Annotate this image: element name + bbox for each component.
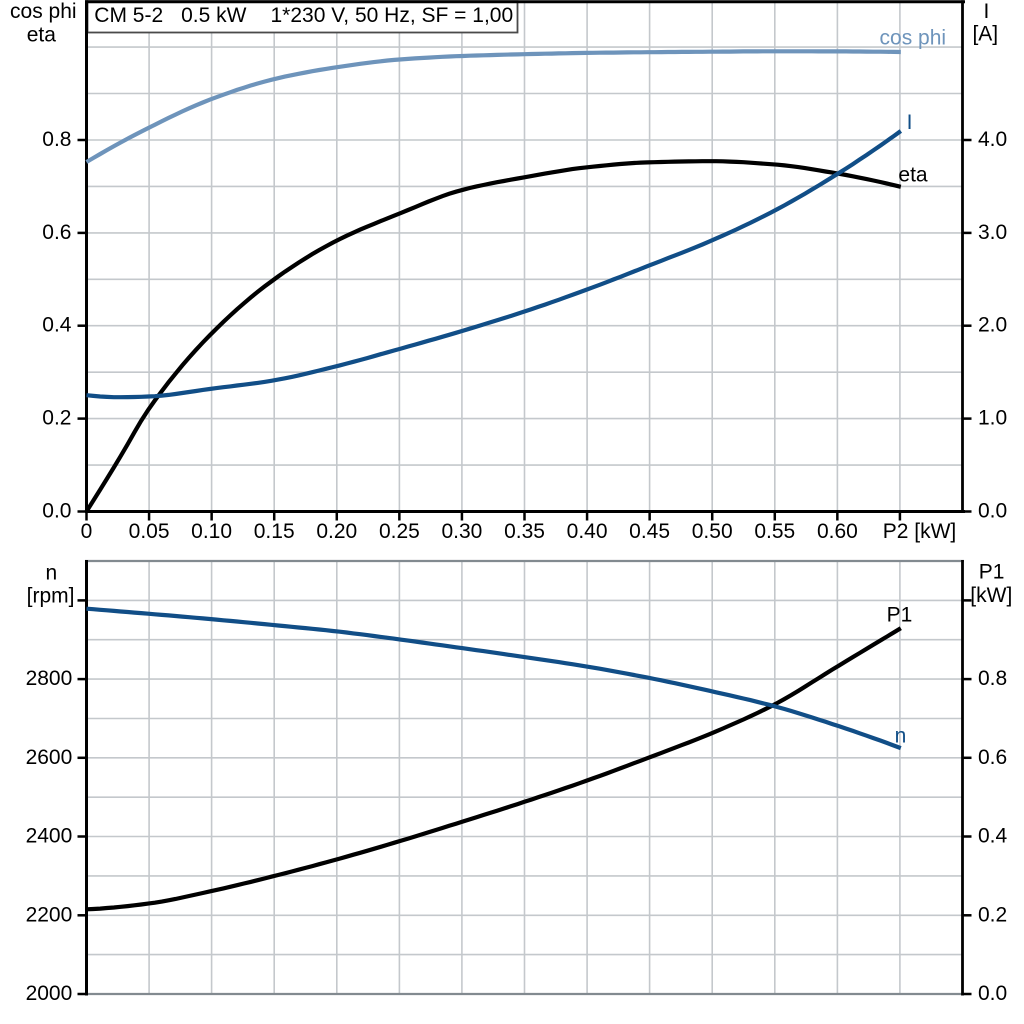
svg-text:0.60: 0.60 [817,520,858,543]
svg-text:0: 0 [81,520,93,543]
svg-text:0.2: 0.2 [978,903,1007,926]
svg-text:0.4: 0.4 [42,314,72,337]
svg-text:0.40: 0.40 [567,520,608,543]
svg-text:P1: P1 [979,561,1005,584]
svg-text:2000: 2000 [26,982,73,1005]
svg-text:0.6: 0.6 [978,746,1007,769]
svg-text:0.0: 0.0 [978,982,1007,1005]
svg-text:3.0: 3.0 [978,221,1007,244]
svg-text:2600: 2600 [26,746,73,769]
svg-text:0.05: 0.05 [129,520,170,543]
svg-text:0.4: 0.4 [978,825,1008,848]
svg-text:P2 [kW]: P2 [kW] [883,520,957,543]
svg-text:0.45: 0.45 [629,520,670,543]
svg-text:0.30: 0.30 [441,520,482,543]
svg-text:0.50: 0.50 [692,520,733,543]
svg-text:2200: 2200 [26,903,73,926]
svg-text:4.0: 4.0 [978,128,1007,151]
svg-text:0.8: 0.8 [978,667,1007,690]
svg-text:n: n [895,725,907,748]
svg-text:0.6: 0.6 [42,221,71,244]
svg-text:0.20: 0.20 [316,520,357,543]
svg-text:2400: 2400 [26,825,73,848]
svg-text:2.0: 2.0 [978,314,1007,337]
svg-text:I: I [907,111,913,134]
svg-text:0.15: 0.15 [254,520,295,543]
svg-text:0.0: 0.0 [978,500,1007,523]
svg-text:0.25: 0.25 [379,520,420,543]
svg-text:0.55: 0.55 [754,520,795,543]
svg-text:P1: P1 [887,604,913,627]
svg-text:CM 5-2: CM 5-2 [94,4,163,27]
svg-text:1*230 V, 50 Hz, SF = 1,00: 1*230 V, 50 Hz, SF = 1,00 [271,4,514,27]
svg-text:cos phi: cos phi [10,0,77,23]
svg-text:cos phi: cos phi [880,27,947,50]
svg-text:0.5 kW: 0.5 kW [181,4,247,27]
svg-text:0.0: 0.0 [42,500,71,523]
svg-text:2800: 2800 [26,667,73,690]
svg-text:eta: eta [898,164,928,187]
svg-text:eta: eta [27,24,57,47]
svg-text:[A]: [A] [972,22,998,45]
svg-text:[kW]: [kW] [970,584,1012,607]
svg-text:[rpm]: [rpm] [27,584,75,607]
svg-text:I: I [983,0,989,23]
svg-text:0.10: 0.10 [191,520,232,543]
svg-text:0.35: 0.35 [504,520,545,543]
svg-text:0.8: 0.8 [42,128,71,151]
svg-text:0.2: 0.2 [42,407,71,430]
svg-text:n: n [45,562,57,585]
svg-text:1.0: 1.0 [978,407,1007,430]
